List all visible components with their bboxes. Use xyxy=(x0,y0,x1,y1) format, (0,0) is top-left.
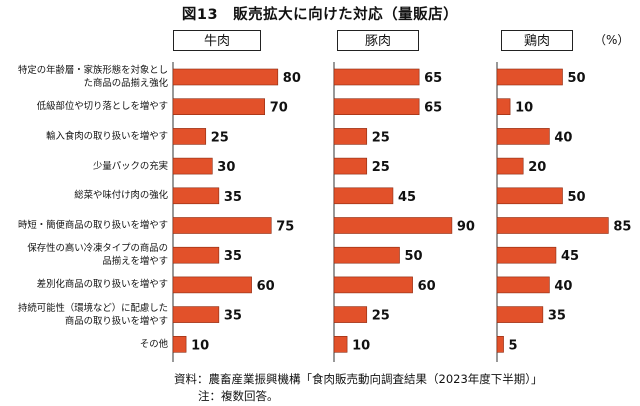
bar xyxy=(496,157,524,175)
category-label: 時短・簡便商品の取り扱いを増やす xyxy=(18,219,168,232)
data-label: 10 xyxy=(191,338,209,353)
category-label-line: 輸入食肉の取り扱いを増やす xyxy=(46,130,168,142)
bar xyxy=(172,128,207,145)
bar xyxy=(172,246,220,264)
data-label: 60 xyxy=(257,279,275,294)
data-label: 35 xyxy=(224,249,242,264)
bar xyxy=(333,187,394,205)
bar xyxy=(172,98,265,115)
data-label: 65 xyxy=(424,71,442,86)
category-label-line: 時短・簡便商品の取り扱いを増やす xyxy=(17,220,168,231)
bar xyxy=(172,217,272,234)
category-label-line: 保存性の高い冷凍タイプの商品の xyxy=(27,243,168,255)
category-label-line: 特定の年齢層・家族形態を対象とし xyxy=(17,65,168,76)
data-label: 45 xyxy=(561,249,579,264)
bar xyxy=(333,335,348,353)
bar xyxy=(172,68,279,86)
data-label: 40 xyxy=(554,279,572,294)
data-label: 25 xyxy=(372,309,390,324)
unit-label: （%） xyxy=(594,33,630,47)
data-label: 20 xyxy=(528,160,546,175)
category-label-line: た商品の品揃え強化 xyxy=(83,78,168,89)
bar xyxy=(496,246,557,264)
data-label: 80 xyxy=(283,71,301,86)
category-label: 輸入食肉の取り扱いを増やす xyxy=(46,130,168,143)
data-label: 50 xyxy=(568,190,586,205)
chart-title: 図13 販売拡大に向けた対応（量販店） xyxy=(181,7,459,23)
bar xyxy=(333,157,368,175)
panel-header: 豚肉 xyxy=(337,30,419,51)
category-label: 総菜や味付け肉の強化 xyxy=(74,189,168,202)
data-label: 40 xyxy=(554,130,572,145)
bar xyxy=(496,68,563,86)
category-label-line: その他 xyxy=(139,338,168,350)
data-label: 50 xyxy=(568,71,586,86)
data-label: 60 xyxy=(418,279,436,294)
category-label-line: 商品の取り扱いを増やす xyxy=(64,315,168,327)
bar xyxy=(333,306,368,323)
category-label: 特定の年齢層・家族形態を対象とした商品の品揃え強化 xyxy=(18,64,168,90)
category-label: 低級部位や切り落としを増やす xyxy=(37,100,168,113)
remark-note: 注：複数回答。 xyxy=(198,389,279,403)
bar xyxy=(333,128,368,145)
data-label: 5 xyxy=(509,338,518,353)
data-label: 10 xyxy=(352,338,370,353)
category-label: 差別化商品の取り扱いを増やす xyxy=(37,278,168,291)
category-label: 少量パックの充実 xyxy=(93,160,168,173)
data-label: 65 xyxy=(424,101,442,116)
category-label: その他 xyxy=(140,338,168,351)
data-label: 35 xyxy=(224,190,242,205)
source-note: 資料：農畜産業振興機構「食肉販売動向調査結果（2023年度下半期）」 xyxy=(174,372,543,386)
category-label-line: 品揃えを増やす xyxy=(102,256,168,268)
bar xyxy=(333,246,400,264)
bar xyxy=(172,157,213,175)
data-label: 85 xyxy=(613,220,631,235)
bar xyxy=(496,98,511,115)
data-label: 50 xyxy=(405,249,423,264)
data-label: 75 xyxy=(276,220,294,235)
bar xyxy=(496,217,609,234)
bar xyxy=(333,276,413,294)
category-label-line: 少量パックの充実 xyxy=(92,160,168,172)
bar xyxy=(333,98,420,115)
data-label: 45 xyxy=(398,190,416,205)
bar xyxy=(172,187,220,205)
data-label: 90 xyxy=(457,220,475,235)
bar xyxy=(172,306,220,323)
category-label-line: 低級部位や切り落としを増やす xyxy=(36,101,168,113)
bar xyxy=(172,335,187,353)
category-label-line: 持続可能性（環境など）に配慮した xyxy=(17,302,168,314)
bar xyxy=(496,335,504,353)
data-label: 30 xyxy=(217,160,235,175)
panel-header: 鶏肉 xyxy=(501,30,573,51)
bar xyxy=(333,68,420,86)
bar xyxy=(496,306,544,323)
data-label: 70 xyxy=(270,101,288,116)
bar xyxy=(496,276,550,294)
data-label: 25 xyxy=(211,130,229,145)
bar xyxy=(172,276,252,294)
category-label: 保存性の高い冷凍タイプの商品の 品揃えを増やす xyxy=(27,242,168,268)
bar xyxy=(333,217,453,234)
category-label: 持続可能性（環境など）に配慮した 商品の取り扱いを増やす xyxy=(18,302,168,328)
panel-header: 牛肉 xyxy=(173,30,261,51)
data-label: 35 xyxy=(548,309,566,324)
bar xyxy=(496,128,550,145)
data-label: 35 xyxy=(224,309,242,324)
category-label-line: 総菜や味付け肉の強化 xyxy=(74,190,168,202)
data-label: 10 xyxy=(515,101,533,116)
data-label: 25 xyxy=(372,160,390,175)
category-label-line: 差別化商品の取り扱いを増やす xyxy=(36,279,168,291)
data-label: 25 xyxy=(372,130,390,145)
bar xyxy=(496,187,563,205)
